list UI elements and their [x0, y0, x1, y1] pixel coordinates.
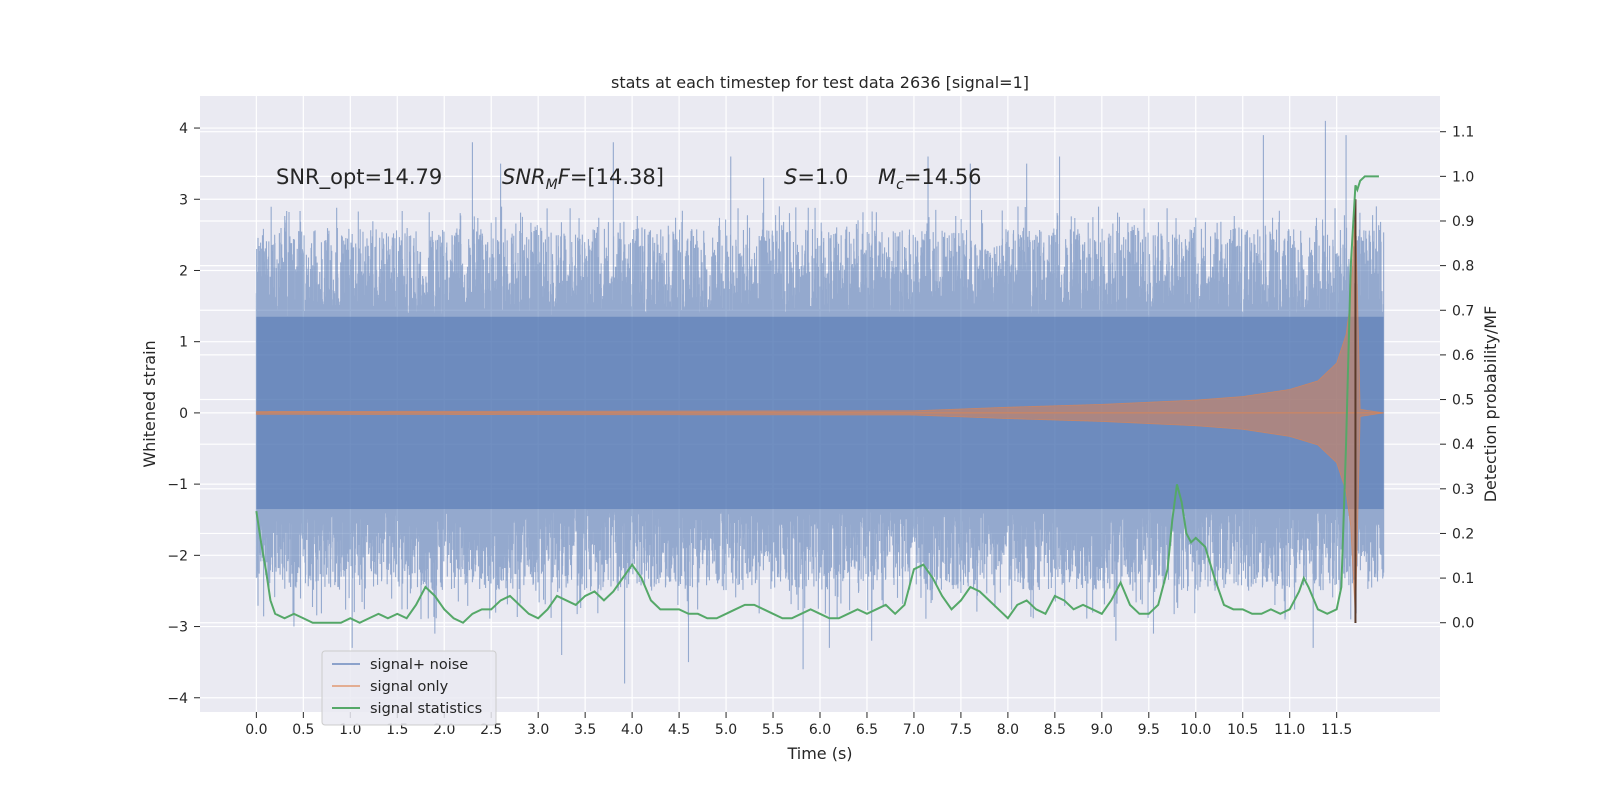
y-tick-label: −1 — [167, 477, 188, 493]
right-tick-label: 1.1 — [1452, 125, 1474, 141]
legend-box — [321, 650, 497, 726]
mc-subscript: c — [896, 177, 904, 193]
y-tick-label: −2 — [167, 548, 188, 564]
y-ticks: 4 3 2 1 0 −1 −2 −3 −4 — [167, 121, 200, 707]
chart-title: stats at each timestep for test data 263… — [611, 73, 1029, 92]
snr-mf-subscript: M — [546, 177, 558, 193]
x-tick-label: 11.0 — [1274, 722, 1305, 738]
right-tick-label: 0.4 — [1452, 437, 1474, 453]
mc-value: =14.56 — [904, 165, 982, 189]
right-tick-label: 0.1 — [1452, 571, 1474, 587]
right-axis-label: Detection probability/MF — [1481, 306, 1500, 503]
x-tick-label: 8.0 — [997, 722, 1019, 738]
annotation-mc: Mc=14.56 — [878, 165, 982, 193]
y-tick-label: 0 — [179, 406, 188, 422]
x-tick-label: 0.0 — [245, 722, 267, 738]
annotation-snr-mf: SNRMF=[14.38] — [502, 165, 664, 193]
x-tick-label: 10.5 — [1227, 722, 1258, 738]
x-tick-label: 7.0 — [903, 722, 925, 738]
x-tick-label: 2.0 — [433, 722, 455, 738]
x-tick-label: 9.0 — [1091, 722, 1113, 738]
annotation-snr-opt: SNR_opt=14.79 — [276, 165, 442, 190]
legend-label-signal-noise: signal+ noise — [370, 657, 468, 673]
s-label: S — [784, 165, 797, 189]
right-tick-label: 1.0 — [1452, 169, 1474, 185]
right-tick-label: 0.6 — [1452, 348, 1474, 364]
x-axis-label: Time (s) — [786, 744, 852, 763]
x-tick-label: 6.0 — [809, 722, 831, 738]
mc-label: M — [878, 165, 896, 189]
snr-mf-suffix: F — [558, 165, 571, 189]
right-tick-label: 0.2 — [1452, 526, 1474, 542]
x-tick-label: 8.5 — [1044, 722, 1066, 738]
x-tick-label: 7.5 — [950, 722, 972, 738]
x-tick-label: 5.5 — [762, 722, 784, 738]
x-ticks: 0.0 0.5 1.0 1.5 2.0 2.5 3.0 3.5 4.0 4.5 5.0 5.5 6.0 6… — [245, 712, 1352, 738]
y-tick-label: 1 — [179, 335, 188, 351]
x-tick-label: 1.5 — [386, 722, 408, 738]
statistics-line — [255, 175, 1379, 624]
right-tick-label: 0.8 — [1452, 259, 1474, 275]
snr-mf-label: SNR — [502, 165, 546, 189]
x-tick-label: 6.5 — [856, 722, 878, 738]
x-tick-label: 1.0 — [339, 722, 361, 738]
s-value: =1.0 — [797, 165, 848, 189]
right-tick-label: 0.0 — [1452, 616, 1474, 632]
signal-statistics-series — [255, 175, 1379, 624]
signal-only-series — [255, 199, 1384, 623]
right-tick-label: 0.3 — [1452, 482, 1474, 498]
x-tick-label: 11.5 — [1321, 722, 1352, 738]
y-tick-label: −3 — [167, 620, 188, 636]
x-tick-label: 3.0 — [527, 722, 549, 738]
x-tick-label: 0.5 — [292, 722, 314, 738]
x-tick-label: 2.5 — [480, 722, 502, 738]
legend-label-signal-statistics: signal statistics — [370, 701, 482, 717]
y-tick-label: 3 — [179, 192, 188, 208]
x-tick-label: 3.5 — [574, 722, 596, 738]
x-tick-label: 10.0 — [1180, 722, 1211, 738]
noise-path — [255, 120, 1385, 684]
y-tick-label: 4 — [179, 121, 188, 137]
right-tick-label: 0.5 — [1452, 393, 1474, 409]
legend-label-signal-only: signal only — [370, 679, 449, 695]
x-tick-label: 5.0 — [715, 722, 737, 738]
y-tick-label: 2 — [179, 263, 188, 279]
annotation-s: S=1.0 — [784, 165, 848, 189]
x-tick-label: 4.5 — [668, 722, 690, 738]
right-ticks: 1.1 1.0 0.9 0.8 0.7 0.6 0.5 0.4 0.3 0.2 0.1 0.0 — [1440, 125, 1474, 632]
legend: signal+ noise signal only signal statist… — [321, 650, 497, 726]
right-tick-label: 0.9 — [1452, 214, 1474, 230]
right-tick-label: 0.7 — [1452, 303, 1474, 319]
y-axis-label: Whitened strain — [140, 340, 159, 467]
snr-mf-value: =[14.38] — [570, 165, 664, 189]
x-tick-label: 4.0 — [621, 722, 643, 738]
x-tick-label: 9.5 — [1138, 722, 1160, 738]
y-tick-label: −4 — [167, 691, 188, 707]
